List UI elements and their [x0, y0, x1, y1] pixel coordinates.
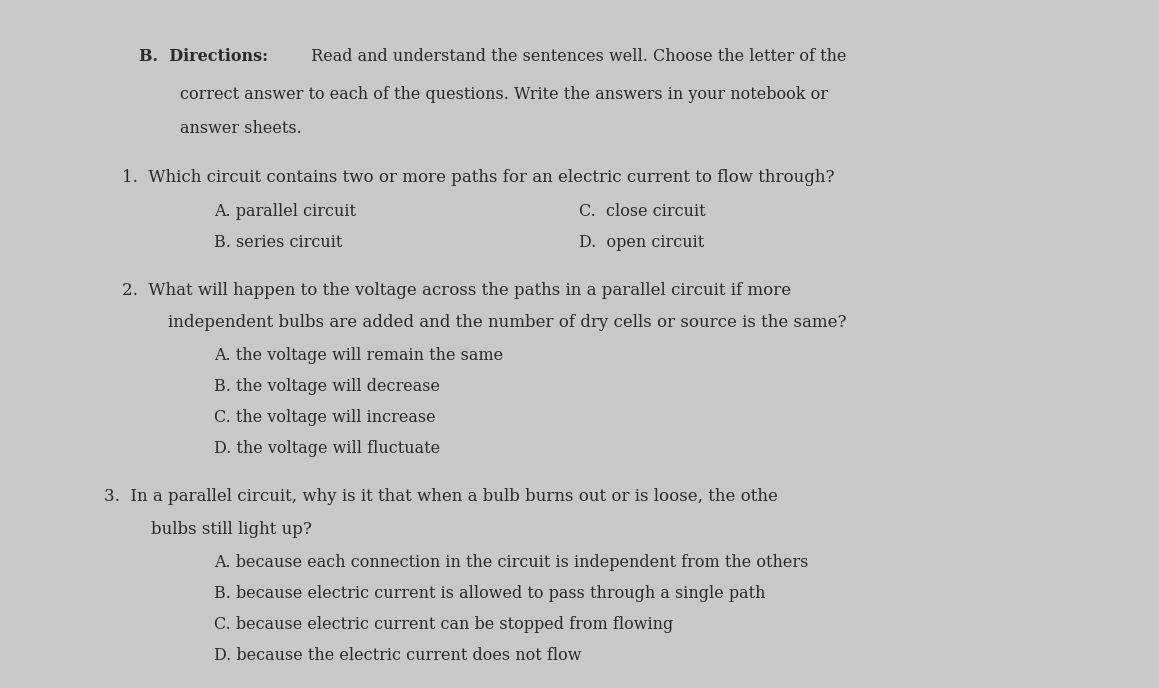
Text: 3.  In a parallel circuit, why is it that when a bulb burns out or is loose, the: 3. In a parallel circuit, why is it that… [104, 488, 778, 506]
Text: C.  close circuit: C. close circuit [580, 203, 706, 220]
Text: D. because the electric current does not flow: D. because the electric current does not… [214, 647, 582, 664]
Text: B. the voltage will decrease: B. the voltage will decrease [214, 378, 440, 396]
Text: A. the voltage will remain the same: A. the voltage will remain the same [214, 347, 503, 365]
Text: B.  Directions:: B. Directions: [139, 48, 268, 65]
Text: 2.  What will happen to the voltage across the paths in a parallel circuit if mo: 2. What will happen to the voltage acros… [122, 282, 790, 299]
Text: B. series circuit: B. series circuit [214, 234, 343, 251]
Text: A. because each connection in the circuit is independent from the others: A. because each connection in the circui… [214, 554, 809, 571]
Text: independent bulbs are added and the number of dry cells or source is the same?: independent bulbs are added and the numb… [168, 314, 846, 332]
Text: correct answer to each of the questions. Write the answers in your notebook or: correct answer to each of the questions.… [180, 86, 828, 103]
Text: B. because electric current is allowed to pass through a single path: B. because electric current is allowed t… [214, 585, 766, 602]
Text: bulbs still light up?: bulbs still light up? [151, 521, 312, 538]
Text: C. because electric current can be stopped from flowing: C. because electric current can be stopp… [214, 616, 673, 633]
Text: A. parallel circuit: A. parallel circuit [214, 203, 357, 220]
Text: C. the voltage will increase: C. the voltage will increase [214, 409, 436, 427]
Text: answer sheets.: answer sheets. [180, 120, 301, 138]
Text: D.  open circuit: D. open circuit [580, 234, 705, 251]
Text: 1.  Which circuit contains two or more paths for an electric current to flow thr: 1. Which circuit contains two or more pa… [122, 169, 834, 186]
Text: D. the voltage will fluctuate: D. the voltage will fluctuate [214, 440, 440, 458]
Text: Read and understand the sentences well. Choose the letter of the: Read and understand the sentences well. … [306, 48, 846, 65]
